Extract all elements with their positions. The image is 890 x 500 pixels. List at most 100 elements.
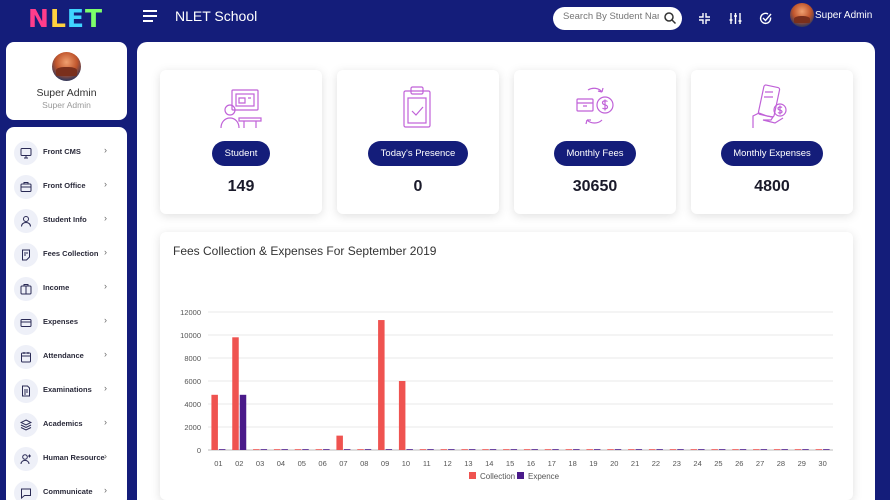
bar-collection-01[interactable] [211, 394, 218, 450]
stat-label-monthly-expenses[interactable]: Monthly Expenses [721, 141, 823, 166]
bar-collection-28[interactable] [773, 449, 781, 450]
bar-collection-22[interactable] [648, 449, 656, 450]
user-avatar[interactable] [790, 3, 814, 27]
bar-collection-07[interactable] [336, 435, 343, 450]
sidebar-item-communicate[interactable]: Communicate › [6, 478, 127, 500]
x-tick-label: 12 [443, 459, 451, 468]
legend-label-collection: Collection [480, 472, 515, 481]
bar-expence-04[interactable] [281, 449, 288, 450]
bar-collection-08[interactable] [357, 449, 364, 450]
bar-collection-27[interactable] [753, 449, 760, 450]
bar-collection-29[interactable] [794, 449, 802, 450]
bar-collection-13[interactable] [461, 449, 468, 450]
stat-card-presence[interactable]: Today's Presence 0 [337, 70, 499, 214]
stat-card-monthly-fees[interactable]: Monthly Fees 30650 [514, 70, 676, 214]
user-menu-name[interactable]: Super Admin [815, 10, 873, 21]
bar-expence-08[interactable] [364, 449, 372, 450]
bar-expence-11[interactable] [427, 449, 434, 450]
bar-collection-26[interactable] [732, 449, 739, 450]
bar-expence-14[interactable] [489, 449, 497, 450]
bar-collection-10[interactable] [398, 381, 406, 450]
bar-expence-15[interactable] [510, 449, 518, 450]
bar-expence-03[interactable] [260, 449, 268, 450]
sidebar-item-income[interactable]: Income › [6, 274, 127, 304]
sidebar-item-human-resource[interactable]: Human Resource › [6, 444, 127, 474]
sidebar-item-expenses[interactable]: Expenses › [6, 308, 127, 338]
bar-expence-20[interactable] [614, 449, 622, 450]
check-circle-icon[interactable] [759, 12, 772, 30]
sliders-icon[interactable] [729, 12, 742, 30]
bar-expence-06[interactable] [323, 449, 330, 450]
stat-card-monthly-expenses[interactable]: Monthly Expenses 4800 [691, 70, 853, 214]
bar-collection-09[interactable] [378, 320, 385, 450]
bar-expence-13[interactable] [468, 449, 476, 450]
menu-toggle-icon[interactable] [143, 10, 157, 22]
bar-collection-15[interactable] [503, 449, 510, 450]
bar-expence-07[interactable] [343, 449, 351, 450]
bar-collection-18[interactable] [565, 449, 573, 450]
bar-expence-17[interactable] [552, 449, 559, 450]
stat-card-student[interactable]: Student 149 [160, 70, 322, 214]
bar-collection-16[interactable] [523, 449, 531, 450]
bar-collection-02[interactable] [232, 337, 239, 450]
x-tick-label: 26 [735, 459, 743, 468]
stat-label-monthly-fees[interactable]: Monthly Fees [554, 141, 636, 166]
sidebar-item-front-office[interactable]: Front Office › [6, 172, 127, 202]
bar-expence-25[interactable] [718, 449, 726, 450]
sidebar-item-academics[interactable]: Academics › [6, 410, 127, 440]
stat-label-presence[interactable]: Today's Presence [368, 141, 468, 166]
search-icon[interactable] [663, 11, 677, 30]
stat-label-student[interactable]: Student [212, 141, 270, 166]
bar-collection-14[interactable] [482, 449, 489, 450]
x-tick-label: 10 [402, 459, 410, 468]
bar-expence-01[interactable] [218, 449, 226, 450]
bar-collection-25[interactable] [711, 449, 718, 450]
bar-expence-28[interactable] [781, 449, 788, 450]
bar-collection-06[interactable] [315, 449, 323, 450]
fees-exchange-icon [572, 84, 618, 135]
bar-collection-03[interactable] [253, 449, 260, 450]
bar-expence-10[interactable] [406, 449, 413, 450]
bar-collection-12[interactable] [440, 449, 448, 450]
top-bar: NLET NLET School Super Admin [0, 0, 890, 40]
bar-collection-24[interactable] [690, 449, 698, 450]
bar-collection-17[interactable] [544, 449, 552, 450]
bar-collection-20[interactable] [607, 449, 614, 450]
search-input[interactable] [563, 11, 659, 22]
bar-collection-23[interactable] [669, 449, 677, 450]
x-tick-label: 20 [610, 459, 618, 468]
collapse-icon[interactable] [698, 12, 711, 30]
student-desk-icon [218, 84, 264, 135]
bar-collection-30[interactable] [815, 449, 823, 450]
bar-expence-21[interactable] [635, 449, 643, 450]
app-logo[interactable]: NLET [28, 4, 104, 33]
sidebar-item-attendance[interactable]: Attendance › [6, 342, 127, 372]
bar-collection-11[interactable] [419, 449, 427, 450]
x-tick-label: 21 [631, 459, 639, 468]
bar-expence-27[interactable] [760, 449, 768, 450]
bar-expence-16[interactable] [531, 449, 538, 450]
sidebar-item-student-info[interactable]: Student Info › [6, 206, 127, 236]
sidebar-item-examinations[interactable]: Examinations › [6, 376, 127, 406]
sidebar-item-label: Attendance [43, 351, 84, 360]
bar-expence-18[interactable] [573, 449, 580, 450]
sidebar-item-front-cms[interactable]: Front CMS › [6, 138, 127, 168]
bar-expence-30[interactable] [823, 449, 830, 450]
bar-collection-05[interactable] [294, 449, 302, 450]
bar-collection-19[interactable] [586, 449, 593, 450]
bar-expence-05[interactable] [302, 449, 309, 450]
bar-expence-22[interactable] [656, 449, 663, 450]
stat-value-presence: 0 [413, 178, 423, 195]
bar-expence-29[interactable] [802, 449, 809, 450]
bar-expence-09[interactable] [385, 449, 393, 450]
bar-expence-19[interactable] [593, 449, 601, 450]
sidebar-item-fees-collection[interactable]: Fees Collection › [6, 240, 127, 270]
bar-collection-04[interactable] [273, 449, 281, 450]
bar-expence-12[interactable] [448, 449, 455, 450]
bar-expence-02[interactable] [239, 394, 247, 450]
bar-expence-24[interactable] [698, 449, 705, 450]
bar-collection-21[interactable] [628, 449, 635, 450]
bar-expence-23[interactable] [677, 449, 684, 450]
bar-expence-26[interactable] [739, 449, 747, 450]
profile-card: Super Admin Super Admin [6, 42, 127, 120]
